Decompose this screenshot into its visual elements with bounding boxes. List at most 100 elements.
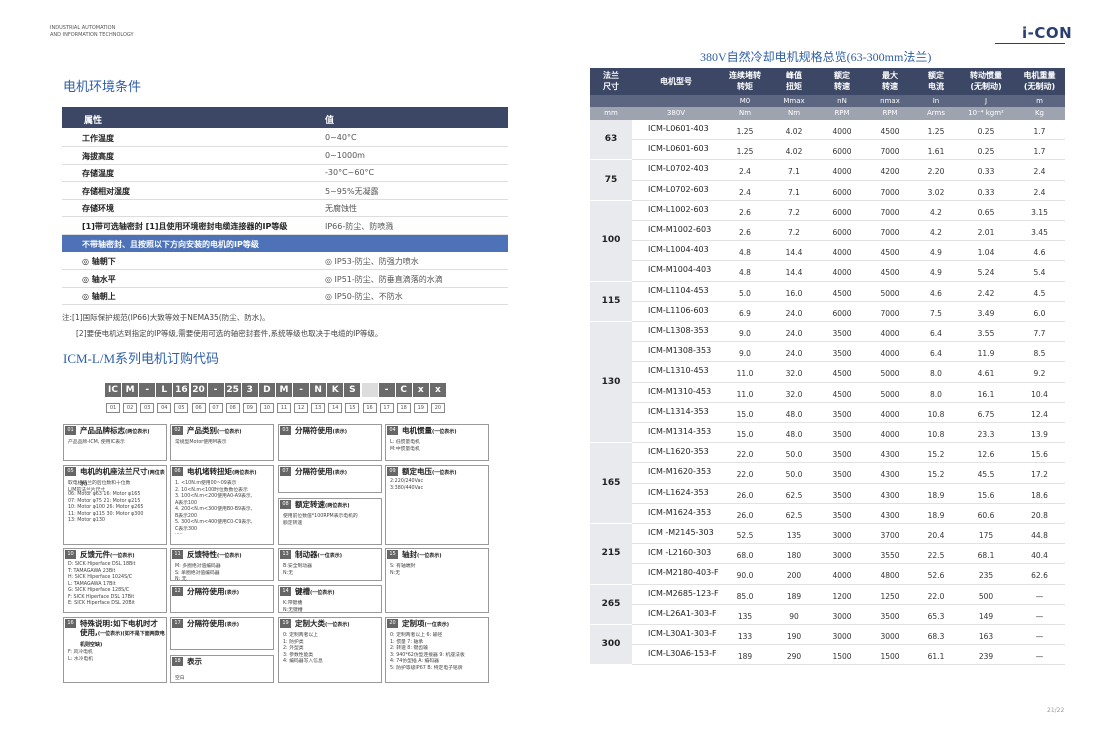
box-line: ..... xyxy=(175,531,183,536)
box-title-text: 电机惯量 xyxy=(402,426,432,435)
symbol-cell: m xyxy=(1036,97,1043,105)
row-line xyxy=(632,462,1065,464)
value-cell: 5000 xyxy=(880,389,900,399)
value-cell: 无腐蚀性 xyxy=(325,204,357,214)
code-definition-box: 07 分隔符使用(表示) xyxy=(278,465,382,493)
box-title-text: 定制项 xyxy=(402,619,425,628)
value-cell: 4.9 xyxy=(930,248,942,258)
box-title-text: 分隔符使用 xyxy=(295,467,333,476)
value-cell: 23.3 xyxy=(977,430,995,439)
position-label: 14 xyxy=(328,403,343,413)
value-cell: 200 xyxy=(786,571,802,581)
code-box: 20 xyxy=(190,383,207,397)
row-line xyxy=(632,381,1065,383)
box-title: 反馈特性(一位表示) xyxy=(187,550,272,561)
row-line xyxy=(62,286,508,288)
unit-cell: Kg xyxy=(1034,109,1045,117)
box-line: G: SICK Hiperface 128S/C xyxy=(68,588,130,593)
value-cell: 149 xyxy=(978,611,994,621)
value-cell: 68.3 xyxy=(927,632,945,641)
row-line xyxy=(62,198,508,200)
code-definition-box: 18 表示 空白 xyxy=(170,655,274,683)
value-cell: 239 xyxy=(978,652,994,662)
value-cell: 135 xyxy=(737,611,753,621)
value-cell: 5.4 xyxy=(1033,268,1046,278)
row-line xyxy=(632,159,1065,161)
box-title: 轴封(一位表示) xyxy=(402,550,487,561)
value-cell: 7000 xyxy=(880,308,900,318)
box-title: 定制大类(一位表示) xyxy=(295,619,380,630)
value-cell: 3500 xyxy=(832,409,852,419)
model-cell: ICM -M2145-303 xyxy=(648,528,714,537)
value-cell: 7.7 xyxy=(1033,329,1046,338)
box-line: E: SICK Hiperface DSL 20Bit xyxy=(68,601,135,606)
box-title: 表示 xyxy=(187,657,272,666)
brand-line: AND INFORMATION TECHNOLOGY xyxy=(50,32,134,38)
value-cell: 3.55 xyxy=(977,329,995,338)
value-cell: 5000 xyxy=(880,288,900,298)
attr-cell: ◎ 轴朝上 xyxy=(82,292,116,302)
flange-cell xyxy=(590,120,632,161)
box-note: (两位表示) xyxy=(232,470,257,476)
model-cell: ICM-M1314-353 xyxy=(648,427,712,436)
box-title: 产品类别(一位表示) xyxy=(187,426,272,437)
value-cell: 5.0 xyxy=(739,288,751,298)
box-number: 15 xyxy=(387,550,398,559)
value-cell: 189 xyxy=(786,591,802,601)
box-number: 14 xyxy=(280,587,291,596)
value-cell: 32.0 xyxy=(785,389,803,399)
value-cell: 2.4 xyxy=(739,167,751,177)
box-number: 09 xyxy=(387,467,398,476)
value-cell: 15.6 xyxy=(977,490,995,500)
box-number: 19 xyxy=(280,619,291,628)
box-line: 3. 100<N.m<200使用A0-A9表示, xyxy=(175,494,253,499)
code-definition-box: 06 电机堵转扭矩(两位表示) 1. <10N.m使用00~09表示 2. 10<N.… xyxy=(170,465,274,545)
column-header: (无制动) xyxy=(1023,82,1056,91)
value-cell: 3500 xyxy=(880,611,900,621)
value-cell: 4500 xyxy=(832,288,852,298)
value-cell: 18.9 xyxy=(927,510,945,520)
unit-cell: Arms xyxy=(926,109,945,117)
box-line: 1: 防护类 xyxy=(283,639,304,645)
box-line: T: TAMAGAWA 23Bit xyxy=(68,568,116,574)
box-title: 额定电压(一位表示) xyxy=(402,467,487,478)
value-cell: 3000 xyxy=(832,551,852,561)
position-label: 16 xyxy=(362,403,377,413)
model-cell: ICM-L1620-353 xyxy=(648,447,709,457)
box-note: (表示) xyxy=(332,429,348,435)
column-header: 电机重量 xyxy=(1023,71,1056,80)
code-box: M xyxy=(276,383,292,397)
value-cell: 6.0 xyxy=(1033,308,1046,318)
column-header: 电机型号 xyxy=(660,77,692,86)
value-cell: 2.4 xyxy=(1033,187,1046,197)
box-title: 制动器(一位表示) xyxy=(295,550,380,561)
box-line: 空白 xyxy=(175,676,185,681)
value-cell: 6000 xyxy=(832,187,852,197)
value-cell: 3700 xyxy=(880,531,900,540)
value-cell: 20.4 xyxy=(927,531,945,540)
model-cell: ICM-M1310-453 xyxy=(648,386,712,396)
value-cell: 4.02 xyxy=(785,147,803,157)
unit-cell: RPM xyxy=(882,109,898,117)
value-cell: 90.0 xyxy=(736,571,754,581)
box-number: 10 xyxy=(65,550,76,559)
row-line xyxy=(632,563,1065,565)
position-label: 10 xyxy=(259,403,274,413)
code-definition-box: 01 产品品牌标志(两位表示) 产品品牌-ICM, 使用IC表示 xyxy=(63,424,167,461)
flange-cell xyxy=(590,584,632,625)
box-line: 06: Motor φ63 16: Motor φ165 xyxy=(68,492,141,497)
logo-rule xyxy=(995,43,1065,44)
value-cell: 15.6 xyxy=(1031,450,1048,460)
value-cell: 7.5 xyxy=(930,308,942,318)
model-cell: ICM -L2160-303 xyxy=(648,548,712,558)
code-box: - xyxy=(207,383,224,397)
value-cell: 3000 xyxy=(832,611,852,621)
value-cell: 15.0 xyxy=(736,409,754,419)
box-line: 使用前位数值*100RPM表示电机的 xyxy=(283,514,358,519)
symbol-cell: Mmax xyxy=(783,97,805,105)
code-definition-box: 11 反馈特性(一位表示) M: 多圈绝对值编码器 S: 单圈绝对值编码器 N: 无 xyxy=(170,548,274,582)
flange-cell xyxy=(590,281,632,322)
box-note: (一位表示) xyxy=(110,553,135,559)
value-cell: 12.6 xyxy=(977,450,995,460)
value-cell: 4300 xyxy=(880,470,900,480)
